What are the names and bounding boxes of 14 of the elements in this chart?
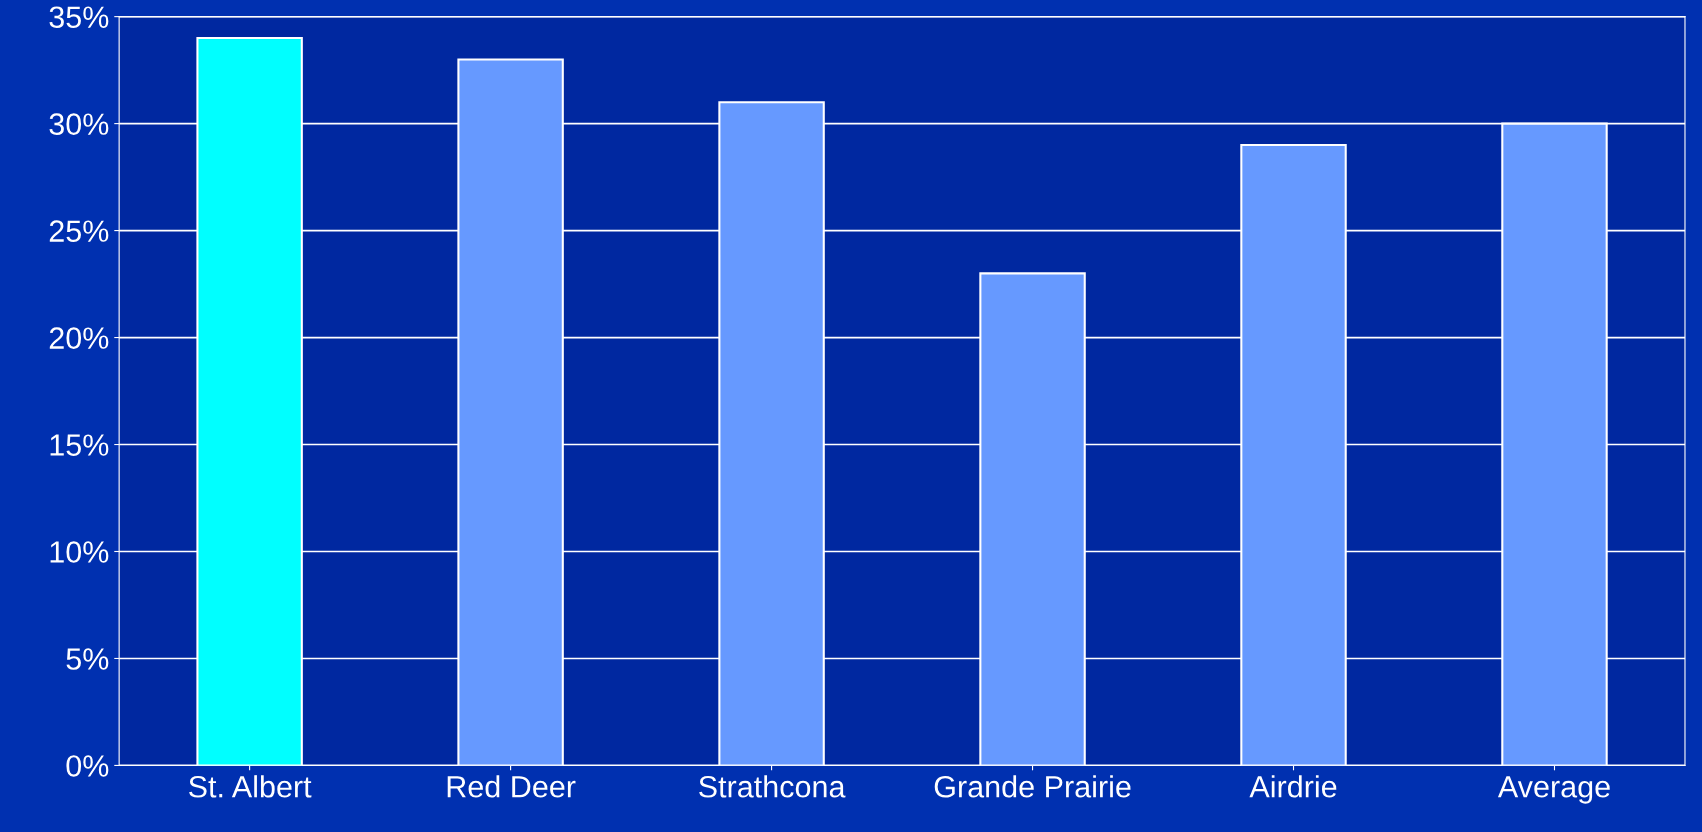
y-tick-label: 20%: [49, 327, 109, 349]
y-tick-label: 5%: [66, 648, 109, 670]
x-tick-label: St. Albert: [189, 775, 312, 798]
y-tick-label: 10%: [50, 541, 109, 563]
x-tick-label: Red Deer: [447, 775, 576, 798]
y-tick-label: 0%: [66, 755, 109, 777]
x-tick-label: Average: [1497, 776, 1610, 804]
y-tick-label: 25%: [49, 220, 109, 242]
x-tick-label: Airdrie: [1249, 775, 1337, 798]
y-tick-label: 15%: [50, 434, 109, 456]
x-tick-label: Grande Prairie: [934, 775, 1131, 798]
y-tick-label: 35%: [49, 6, 109, 29]
x-tick-label: Strathcona: [699, 775, 846, 798]
y-tick-label: 30%: [49, 113, 109, 135]
